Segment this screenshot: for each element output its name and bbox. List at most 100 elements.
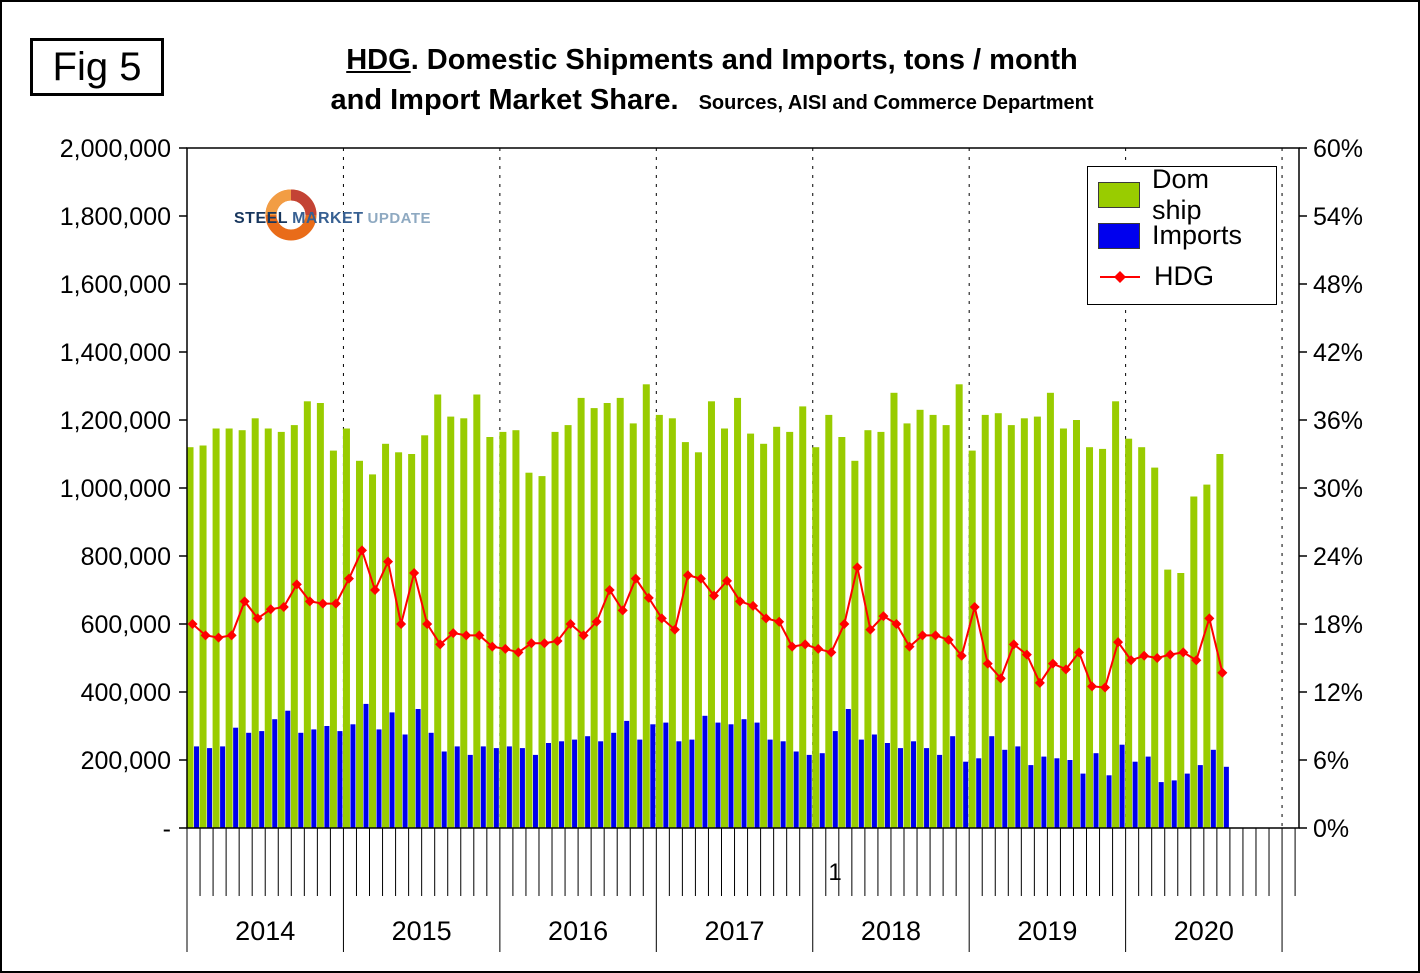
hdg-marker bbox=[500, 643, 511, 654]
left-axis-label: 2,000,000 bbox=[60, 135, 171, 163]
imports-bar bbox=[1002, 749, 1008, 828]
year-label: 2015 bbox=[392, 916, 452, 946]
hdg-marker bbox=[1139, 650, 1150, 661]
hdg-marker bbox=[1217, 667, 1228, 678]
hdg-marker bbox=[356, 545, 367, 556]
hdg-marker bbox=[343, 573, 354, 584]
imports-bar bbox=[259, 731, 265, 828]
imports-bar bbox=[976, 758, 982, 828]
dom-ship-bar bbox=[681, 442, 689, 828]
dom-ship-bar bbox=[316, 403, 324, 828]
hdg-marker bbox=[552, 636, 563, 646]
hdg-marker bbox=[1008, 639, 1019, 650]
dom-ship-bar bbox=[1216, 454, 1224, 828]
imports-bar bbox=[780, 741, 786, 828]
hdg-marker bbox=[317, 598, 328, 609]
hdg-marker bbox=[1191, 655, 1202, 666]
dom-ship-bar bbox=[1151, 467, 1159, 828]
dom-ship-bar bbox=[434, 394, 442, 828]
imports-bar bbox=[324, 726, 330, 828]
right-axis-label: 36% bbox=[1313, 407, 1363, 435]
dom-ship-bar bbox=[421, 435, 429, 828]
dom-ship-bar bbox=[1177, 573, 1185, 828]
dom-ship-bar bbox=[277, 431, 285, 828]
hdg-marker bbox=[1034, 677, 1045, 688]
dom-ship-bar bbox=[1112, 401, 1120, 828]
hdg-marker bbox=[370, 585, 381, 595]
imports-bar bbox=[480, 746, 486, 828]
dom-ship-bar bbox=[460, 418, 468, 828]
dom-ship-bar bbox=[629, 423, 637, 828]
imports-bar bbox=[598, 741, 604, 828]
dom-ship-bar bbox=[186, 447, 194, 828]
dom-ship-bar bbox=[525, 472, 533, 828]
legend-item-hdg: HDG bbox=[1098, 256, 1266, 297]
hdg-marker bbox=[656, 613, 667, 624]
imports-bar bbox=[1223, 766, 1229, 828]
imports-bar bbox=[950, 736, 956, 828]
imports-bar bbox=[884, 743, 890, 828]
dom-ship-bar bbox=[473, 394, 481, 828]
imports-bar bbox=[1067, 760, 1073, 828]
dom-ship-bar bbox=[382, 443, 390, 828]
dom-ship-bar bbox=[1203, 484, 1211, 828]
left-axis-label: 1,400,000 bbox=[60, 339, 171, 367]
hdg-marker bbox=[330, 598, 341, 609]
imports-bar bbox=[506, 746, 512, 828]
year-label: 2018 bbox=[861, 916, 921, 946]
imports-bar bbox=[559, 741, 565, 828]
imports-bar bbox=[454, 746, 460, 828]
dom-ship-bar bbox=[486, 437, 494, 828]
dom-ship-bar bbox=[1072, 420, 1080, 828]
dom-ship-bar bbox=[707, 401, 715, 828]
hdg-marker bbox=[878, 611, 889, 622]
hdg-marker bbox=[761, 613, 772, 624]
dom-ship-bar bbox=[1046, 392, 1054, 828]
imports-bar bbox=[1210, 749, 1216, 828]
dom-ship-bar bbox=[668, 418, 676, 828]
hdg-marker bbox=[1073, 647, 1084, 658]
dom-ship-bar bbox=[408, 454, 416, 828]
imports-bar bbox=[1184, 773, 1190, 828]
imports-bar bbox=[428, 732, 434, 828]
hdg-marker bbox=[396, 619, 407, 629]
hdg-marker bbox=[239, 596, 250, 607]
dom-ship-bar bbox=[329, 450, 337, 828]
right-axis-label: 24% bbox=[1313, 543, 1363, 571]
hdg-marker bbox=[995, 673, 1006, 684]
year-label: 2014 bbox=[235, 916, 295, 946]
legend-label-imports: Imports bbox=[1152, 220, 1243, 250]
imports-bar bbox=[741, 719, 747, 828]
dom-ship-swatch bbox=[1098, 181, 1140, 208]
stray-axis-label: 1 bbox=[828, 859, 841, 886]
imports-bar bbox=[924, 748, 930, 828]
imports-bar bbox=[519, 748, 525, 828]
imports-swatch bbox=[1098, 222, 1140, 249]
hdg-marker bbox=[513, 647, 524, 658]
title-keyword: HDG bbox=[346, 44, 411, 76]
dom-ship-bar bbox=[512, 430, 520, 828]
figure-label: Fig 5 bbox=[30, 38, 164, 96]
imports-bar bbox=[1028, 765, 1034, 828]
hdg-marker bbox=[982, 658, 993, 669]
dom-ship-bar bbox=[747, 433, 755, 828]
dom-ship-bar bbox=[916, 409, 924, 828]
right-axis-label: 48% bbox=[1313, 271, 1363, 299]
dom-ship-bar bbox=[1164, 569, 1172, 828]
dom-ship-bar bbox=[799, 406, 807, 828]
hdg-marker bbox=[1113, 637, 1124, 648]
hdg-marker bbox=[891, 619, 902, 629]
legend-item-dom-ship: Dom ship bbox=[1098, 164, 1266, 225]
year-label: 2019 bbox=[1017, 916, 1077, 946]
imports-bar bbox=[1119, 744, 1125, 828]
hdg-marker bbox=[213, 632, 224, 643]
year-label: 2016 bbox=[548, 916, 608, 946]
hdg-marker bbox=[735, 596, 746, 607]
imports-bar bbox=[650, 724, 656, 828]
hdg-marker bbox=[252, 613, 263, 624]
dom-ship-bar bbox=[538, 476, 546, 828]
hdg-marker bbox=[669, 624, 680, 635]
imports-bar bbox=[911, 741, 917, 828]
right-axis-label: 60% bbox=[1313, 135, 1363, 163]
